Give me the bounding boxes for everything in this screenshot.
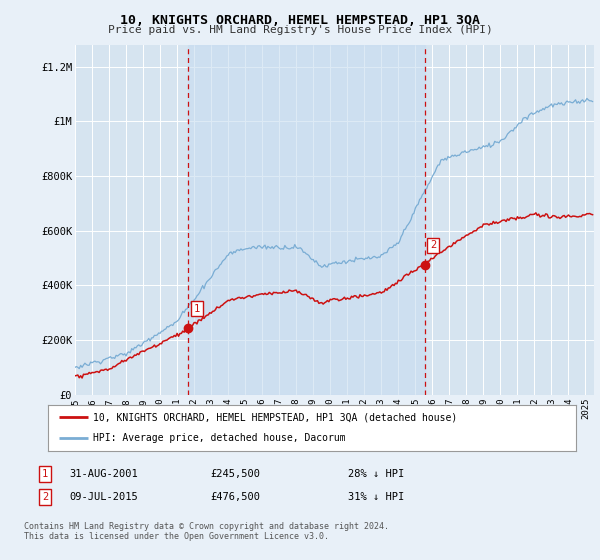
Text: 31-AUG-2001: 31-AUG-2001 — [69, 469, 138, 479]
Text: 2: 2 — [42, 492, 48, 502]
Text: 10, KNIGHTS ORCHARD, HEMEL HEMPSTEAD, HP1 3QA: 10, KNIGHTS ORCHARD, HEMEL HEMPSTEAD, HP… — [120, 14, 480, 27]
Text: 2: 2 — [430, 240, 436, 250]
Text: HPI: Average price, detached house, Dacorum: HPI: Average price, detached house, Daco… — [93, 433, 346, 444]
Text: 09-JUL-2015: 09-JUL-2015 — [69, 492, 138, 502]
Text: Price paid vs. HM Land Registry's House Price Index (HPI): Price paid vs. HM Land Registry's House … — [107, 25, 493, 35]
Text: £245,500: £245,500 — [210, 469, 260, 479]
Text: 1: 1 — [42, 469, 48, 479]
Text: £476,500: £476,500 — [210, 492, 260, 502]
Text: 31% ↓ HPI: 31% ↓ HPI — [348, 492, 404, 502]
Text: 1: 1 — [194, 304, 200, 314]
Text: Contains HM Land Registry data © Crown copyright and database right 2024.
This d: Contains HM Land Registry data © Crown c… — [24, 522, 389, 542]
Text: 28% ↓ HPI: 28% ↓ HPI — [348, 469, 404, 479]
Bar — [188, 45, 425, 395]
Text: 10, KNIGHTS ORCHARD, HEMEL HEMPSTEAD, HP1 3QA (detached house): 10, KNIGHTS ORCHARD, HEMEL HEMPSTEAD, HP… — [93, 412, 457, 422]
